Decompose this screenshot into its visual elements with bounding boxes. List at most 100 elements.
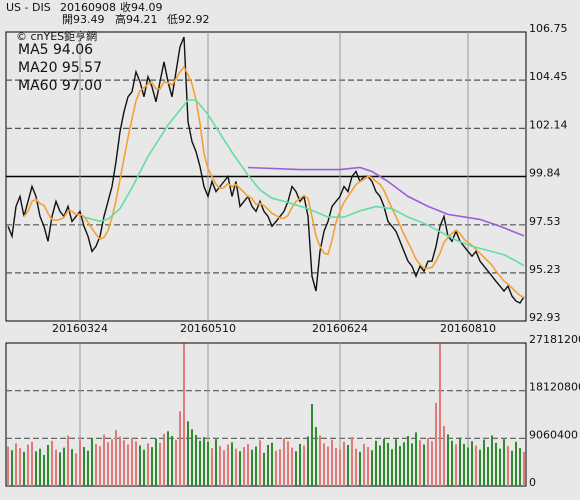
volume-bar	[335, 448, 337, 486]
volume-bar	[255, 446, 257, 486]
volume-bar	[267, 444, 269, 486]
volume-bar	[459, 437, 461, 486]
legend-entry: MA20 95.57	[18, 60, 102, 76]
volume-bar	[367, 447, 369, 486]
volume-bar	[143, 449, 145, 486]
x-tick-label: 20160510	[180, 322, 236, 335]
y-tick-label: 27181200	[529, 333, 580, 346]
volume-bar	[415, 432, 417, 486]
volume-bar	[319, 435, 321, 486]
legend-entry: MA60 97.00	[18, 78, 102, 94]
quote-high: 高94.21	[115, 12, 158, 26]
volume-bar	[371, 450, 373, 486]
volume-bar	[239, 451, 241, 486]
volume-bar	[15, 443, 17, 486]
volume-bar	[299, 443, 301, 486]
volume-bar	[467, 447, 469, 486]
volume-bar	[215, 439, 217, 486]
volume-bar	[471, 441, 473, 486]
y-tick-label: 104.45	[529, 70, 568, 83]
volume-bar	[503, 439, 505, 486]
volume-bar	[387, 442, 389, 486]
volume-bar	[59, 452, 61, 486]
volume-bar	[479, 449, 481, 486]
volume-bar	[295, 451, 297, 486]
volume-bar	[195, 434, 197, 486]
volume-bar	[251, 449, 253, 486]
volume-bar	[67, 435, 69, 486]
volume-bar	[7, 446, 9, 486]
volume-bar	[283, 438, 285, 486]
volume-bar	[183, 343, 185, 486]
volume-bar	[443, 426, 445, 486]
volume-bar	[307, 436, 309, 486]
volume-bar	[331, 439, 333, 486]
quote-close: 收94.09	[120, 0, 163, 14]
volume-bar	[447, 434, 449, 486]
volume-bar	[179, 411, 181, 486]
volume-bar	[375, 440, 377, 486]
volume-bar	[399, 446, 401, 486]
volume-bar	[495, 442, 497, 486]
volume-bar	[363, 443, 365, 486]
volume-bar	[271, 442, 273, 486]
volume-bar	[227, 444, 229, 486]
volume-bar	[499, 448, 501, 486]
volume-bar	[135, 441, 137, 486]
volume-bar	[411, 443, 413, 486]
volume-bar	[435, 402, 437, 486]
volume-bar	[247, 443, 249, 486]
volume-bar	[523, 451, 525, 486]
volume-bar	[151, 447, 153, 486]
x-tick-label: 20160810	[440, 322, 496, 335]
volume-bar	[323, 443, 325, 486]
volume-bar	[167, 431, 169, 486]
volume-bar	[403, 442, 405, 486]
volume-bar	[511, 450, 513, 486]
volume-bar	[487, 447, 489, 486]
volume-bar	[427, 438, 429, 486]
y-tick-label: 9060400	[529, 428, 578, 441]
volume-bar	[231, 442, 233, 486]
volume-bar	[127, 444, 129, 486]
watermark: © cnYES鉅亨網	[16, 29, 97, 43]
volume-bar	[451, 440, 453, 486]
volume-bar	[391, 449, 393, 486]
volume-bar	[359, 451, 361, 486]
volume-bar	[279, 449, 281, 486]
volume-bar	[263, 452, 265, 486]
quote-date: 20160908	[60, 1, 116, 14]
volume-bar	[103, 434, 105, 486]
price-line	[83, 99, 525, 267]
volume-bar	[455, 444, 457, 486]
volume-bar	[315, 427, 317, 486]
volume-bar	[463, 443, 465, 486]
volume-bar	[171, 436, 173, 486]
volume-bar	[431, 441, 433, 486]
volume-bar	[63, 447, 65, 486]
volume-bar	[223, 450, 225, 486]
volume-bar	[339, 449, 341, 486]
x-tick-label: 20160324	[52, 322, 108, 335]
volume-bar	[515, 441, 517, 486]
volume-bar	[139, 445, 141, 486]
volume-bar	[123, 440, 125, 486]
y-tick-label: 95.23	[529, 263, 561, 276]
volume-bar	[327, 446, 329, 486]
volume-bar	[35, 451, 37, 486]
volume-bar	[519, 448, 521, 486]
x-tick-label: 20160624	[312, 322, 368, 335]
volume-bar	[347, 444, 349, 486]
volume-panel	[5, 342, 527, 487]
volume-bar	[475, 445, 477, 486]
volume-bar	[19, 448, 21, 486]
volume-bar	[191, 429, 193, 486]
volume-bar	[203, 437, 205, 486]
volume-bar	[383, 438, 385, 486]
volume-bar	[39, 448, 41, 486]
y-tick-label: 106.75	[529, 22, 568, 35]
volume-bar	[119, 436, 121, 486]
volume-bar	[11, 450, 13, 486]
volume-bar	[131, 437, 133, 486]
volume-bar	[211, 448, 213, 486]
